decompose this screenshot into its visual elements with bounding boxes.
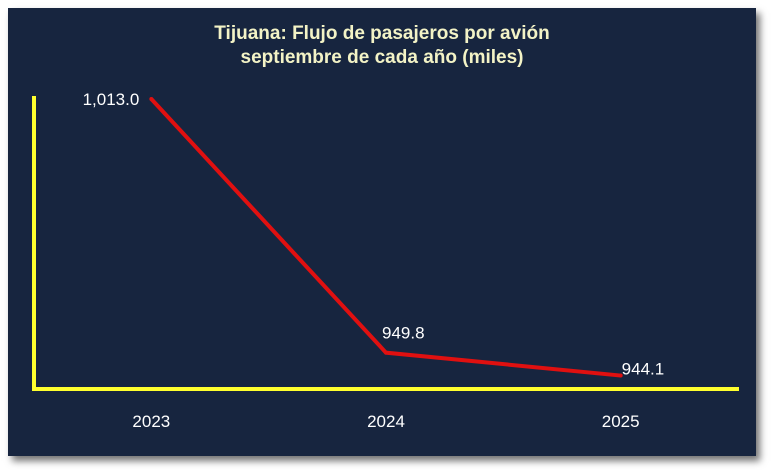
data-point-2025 [618,373,623,378]
data-label-2024: 949.8 [382,324,425,343]
chart-panel: Tijuana: Flujo de pasajeros por avión se… [8,8,756,456]
chart-title: Tijuana: Flujo de pasajeros por avión se… [8,22,756,70]
data-label-2023: 1,013.0 [83,90,140,109]
x-tick-label-2023: 2023 [132,412,170,431]
data-point-2023 [149,97,154,101]
x-tick-label-2024: 2024 [367,412,405,431]
chart-title-line-2: septiembre de cada año (miles) [240,47,524,68]
line-chart: 1,013.0 2023 949.8 2024 944.1 2025 [32,90,739,431]
chart-title-line-1: Tijuana: Flujo de pasajeros por avión [214,23,550,44]
data-point-2024 [384,350,388,355]
data-label-2025: 944.1 [622,360,665,379]
x-tick-label-2025: 2025 [602,412,640,431]
